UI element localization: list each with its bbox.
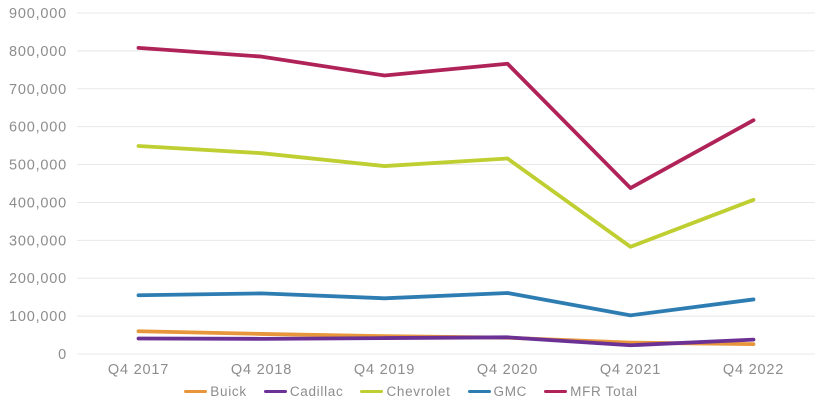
legend-label-cadillac: Cadillac [289,384,344,399]
y-tick-label: 400,000 [9,195,67,211]
x-tick-label-q4-2020: Q4 2020 [477,362,538,378]
legend-label-mfr-total: MFR Total [570,384,638,399]
legend-item-mfr-total: MFR Total [544,384,638,399]
y-tick-label: 0 [58,347,67,363]
x-tick-label-q4-2022: Q4 2022 [723,362,784,378]
line-chevrolet [136,144,756,249]
legend-item-buick: Buick [184,384,247,399]
x-tick-label-q4-2018: Q4 2018 [231,362,292,378]
legend-item-gmc: GMC [467,384,528,399]
x-axis-tick-labels: Q4 2017 Q4 2018 Q4 2019 Q4 2020 Q4 2021 Q4 20… [108,362,784,378]
legend-line-swatch-gmc [467,389,491,394]
y-tick-label: 600,000 [9,120,67,136]
y-axis-tick-labels: 0 100,000 200,000 300,000 400,000 500,000 600,… [9,6,67,363]
y-tick-label: 800,000 [9,44,67,60]
y-tick-label: 200,000 [9,271,67,287]
legend-line-swatch-chevrolet [360,389,384,394]
x-tick-label-q4-2021: Q4 2021 [600,362,661,378]
y-tick-label: 100,000 [9,309,67,325]
legend-item-chevrolet: Chevrolet [360,384,450,399]
y-tick-label: 500,000 [9,158,67,174]
legend-line-swatch-cadillac [263,389,287,394]
x-tick-label-q4-2017: Q4 2017 [108,362,169,378]
y-tick-label: 900,000 [9,6,67,22]
line-gmc [136,291,756,318]
x-tick-label-q4-2019: Q4 2019 [354,362,415,378]
gridlines [77,12,815,355]
legend-line-swatch-buick [184,389,208,394]
chart-legend: Buick Cadillac Chevrolet GMC MFR Total [0,384,822,399]
legend-label-chevrolet: Chevrolet [386,384,451,399]
legend-label-buick: Buick [210,384,247,399]
line-mfr-total [136,45,756,190]
legend-label-gmc: GMC [493,384,528,399]
line-cadillac [136,335,756,348]
series-lines [136,45,756,348]
y-tick-label: 300,000 [9,233,67,249]
legend-item-cadillac: Cadillac [263,384,344,399]
y-tick-label: 700,000 [9,82,67,98]
legend-line-swatch-mfr-total [544,389,568,394]
